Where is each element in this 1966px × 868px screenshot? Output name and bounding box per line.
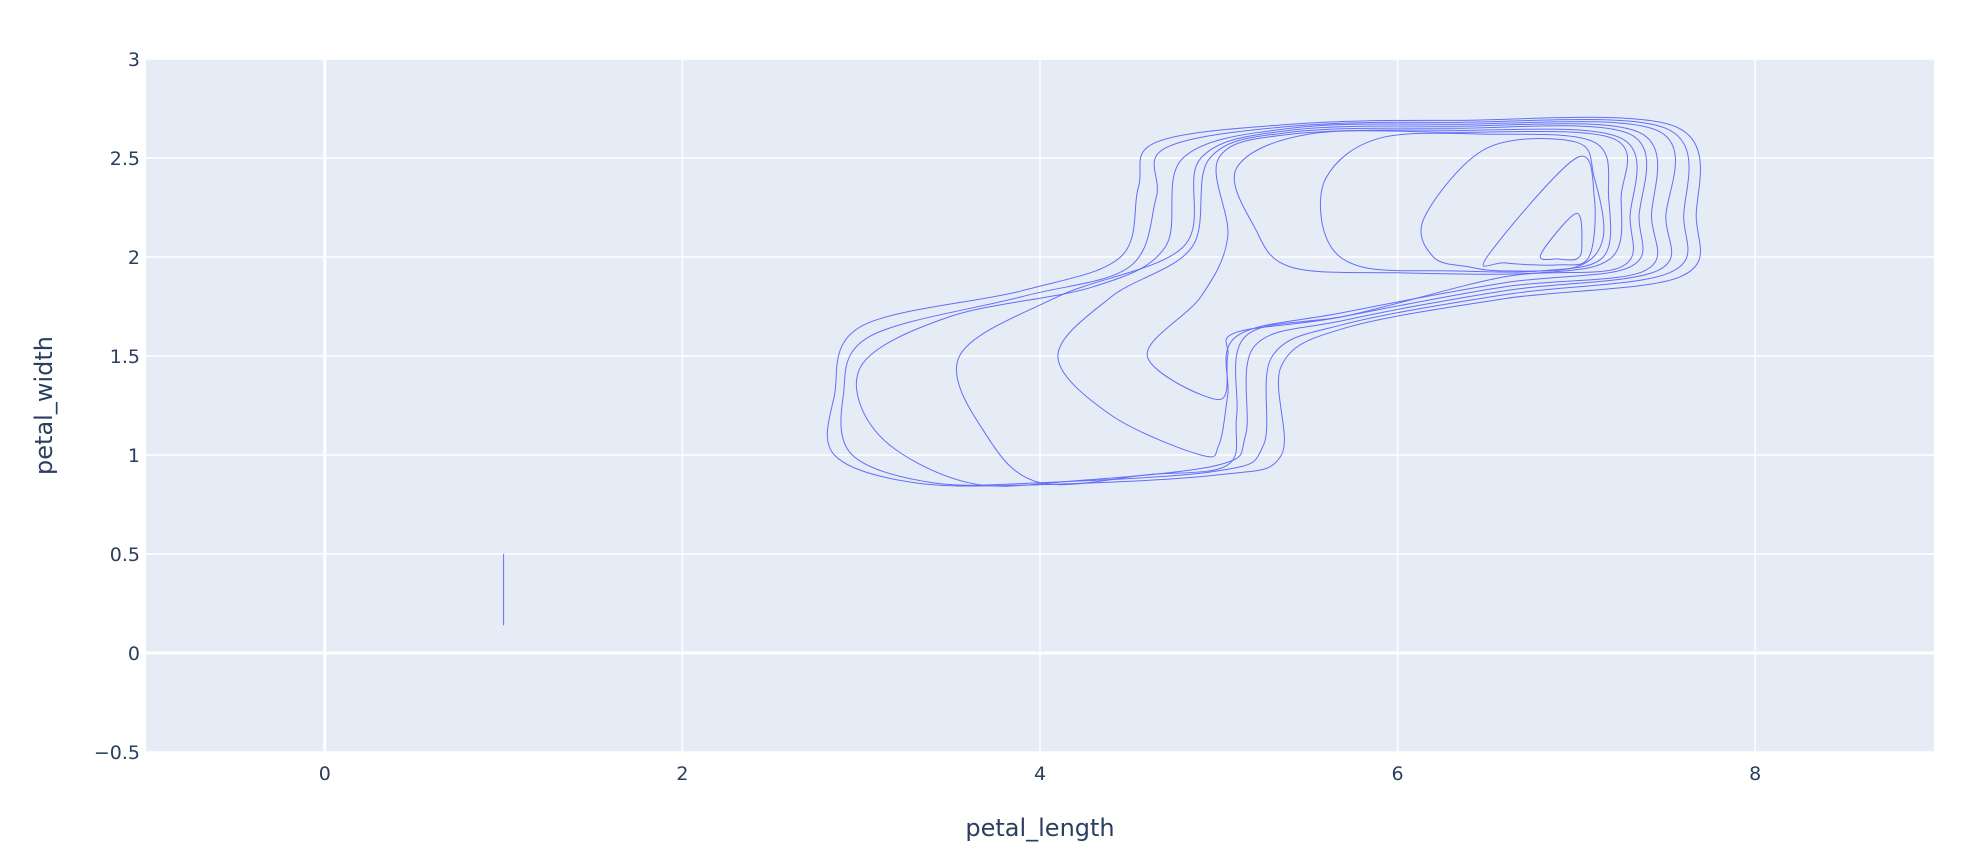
contour-line [955, 123, 1659, 486]
y-tick-label: 0 [128, 643, 140, 665]
y-tick-label: 0.5 [110, 544, 140, 566]
contour-line [855, 121, 1676, 487]
contour-line [1146, 128, 1638, 401]
tick-labels: 0 2 4 6 8 −0.5 0 0.5 1 1.5 2 2.5 3 [94, 49, 1761, 785]
contour-line [1539, 212, 1583, 261]
y-tick-label: 1 [128, 445, 140, 467]
grid-lines [146, 58, 1934, 753]
x-axis-title: petal_length [965, 814, 1114, 842]
x-tick-label: 2 [676, 763, 688, 785]
x-tick-label: 8 [1749, 763, 1761, 785]
contour-line [1482, 155, 1596, 267]
y-tick-label: −0.5 [94, 742, 140, 764]
contour-line [1319, 132, 1612, 273]
contour-lines [503, 116, 1701, 626]
y-axis-title: petal_width [30, 336, 58, 475]
y-tick-label: 3 [128, 49, 140, 71]
contour-line [826, 116, 1701, 487]
contour-line [1233, 130, 1629, 275]
y-tick-label: 1.5 [110, 346, 140, 368]
contour-line [840, 118, 1690, 486]
y-tick-label: 2 [128, 247, 140, 269]
x-tick-label: 4 [1034, 763, 1046, 785]
y-tick-label: 2.5 [110, 148, 140, 170]
x-tick-label: 0 [319, 763, 331, 785]
contour-line [1057, 125, 1648, 458]
x-tick-label: 6 [1392, 763, 1404, 785]
